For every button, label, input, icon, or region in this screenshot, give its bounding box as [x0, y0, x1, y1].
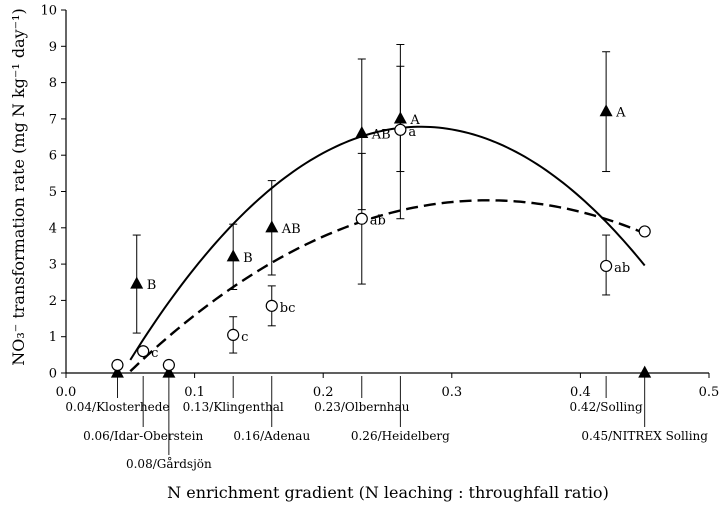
site-label: 0.16/Adenau	[233, 429, 310, 443]
y-tick-label: 2	[49, 294, 57, 309]
site-label: 0.42/Solling	[570, 400, 643, 414]
circle-marker	[137, 345, 150, 358]
y-tick-label: 0	[49, 367, 57, 382]
x-tick-label: 0.5	[699, 385, 720, 400]
axes: 0 1 2 3 4 5 6 7 8 9 10 0.0 0.1 0.2 0.3 0.4 0.5	[40, 4, 719, 401]
triangle-marker	[130, 276, 144, 289]
significance-label: bc	[280, 301, 296, 316]
triangle-marker	[355, 126, 369, 138]
triangle-marker	[638, 365, 652, 378]
circle-marker	[600, 259, 613, 273]
site-labels: 0.04/Klosterhede 0.06/Idar-Oberstein 0.08/…	[65, 376, 708, 471]
y-tick-label: 8	[49, 76, 57, 91]
site-label: 0.23/Olbernhau	[314, 400, 410, 414]
triangle-marker	[265, 220, 279, 233]
circle-marker	[394, 123, 407, 136]
circle-marker	[638, 225, 651, 238]
y-tick-label: 1	[49, 330, 57, 345]
site-label: 0.08/Gårdsjön	[126, 456, 212, 471]
x-axis-title: N enrichment gradient (N leaching : thro…	[167, 483, 609, 502]
significance-label: A	[615, 106, 626, 121]
significance-label: A	[409, 113, 420, 128]
site-label: 0.26/Heidelberg	[351, 429, 450, 443]
x-tick-label: 0.2	[313, 385, 334, 400]
triangle-marker	[162, 365, 176, 378]
point-labels: B B AB AB A Ac c bc ab a ab	[147, 106, 630, 362]
y-tick-label: 6	[49, 149, 57, 164]
circle-marker	[355, 212, 368, 225]
significance-label: a	[408, 125, 416, 140]
data-markers	[110, 104, 652, 378]
significance-label: ab	[370, 214, 386, 229]
circle-marker	[227, 328, 240, 341]
y-tick-label: 7	[49, 112, 57, 127]
y-tick-label: 4	[49, 221, 57, 236]
x-tick-label: 0.1	[184, 385, 205, 400]
significance-label: ab	[614, 261, 630, 276]
y-tick-label: 9	[49, 40, 57, 55]
site-label: 0.06/Idar-Oberstein	[83, 429, 203, 443]
significance-label: B	[243, 251, 253, 266]
site-label: 0.45/NITREX Solling	[581, 429, 708, 443]
triangle-marker	[226, 249, 240, 262]
significance-label: AB	[281, 222, 301, 237]
fit-curves	[129, 125, 646, 373]
triangle-marker	[599, 104, 613, 117]
y-tick-label: 5	[49, 185, 57, 200]
x-tick-label: 0.0	[56, 385, 77, 400]
solid-fit-curve	[129, 125, 646, 361]
circle-marker	[162, 358, 175, 372]
significance-label: c	[241, 330, 248, 345]
circle-marker	[265, 299, 278, 312]
circle-marker	[111, 358, 124, 372]
significance-label: c	[151, 346, 158, 361]
y-tick-label: 10	[40, 4, 57, 19]
y-axis-title: NO₃⁻ transformation rate (mg N kg⁻¹ day⁻…	[9, 8, 28, 365]
significance-label: AB	[371, 127, 391, 142]
significance-label: B	[147, 278, 157, 293]
triangle-marker	[393, 111, 407, 124]
site-label: 0.13/Klingenthal	[183, 400, 284, 414]
x-tick-label: 0.4	[570, 385, 591, 400]
triangle-marker	[110, 365, 124, 378]
dashed-fit-curve	[129, 199, 646, 373]
y-tick-label: 3	[49, 258, 57, 273]
site-label: 0.04/Klosterhede	[65, 400, 169, 414]
x-tick-label: 0.3	[441, 385, 462, 400]
